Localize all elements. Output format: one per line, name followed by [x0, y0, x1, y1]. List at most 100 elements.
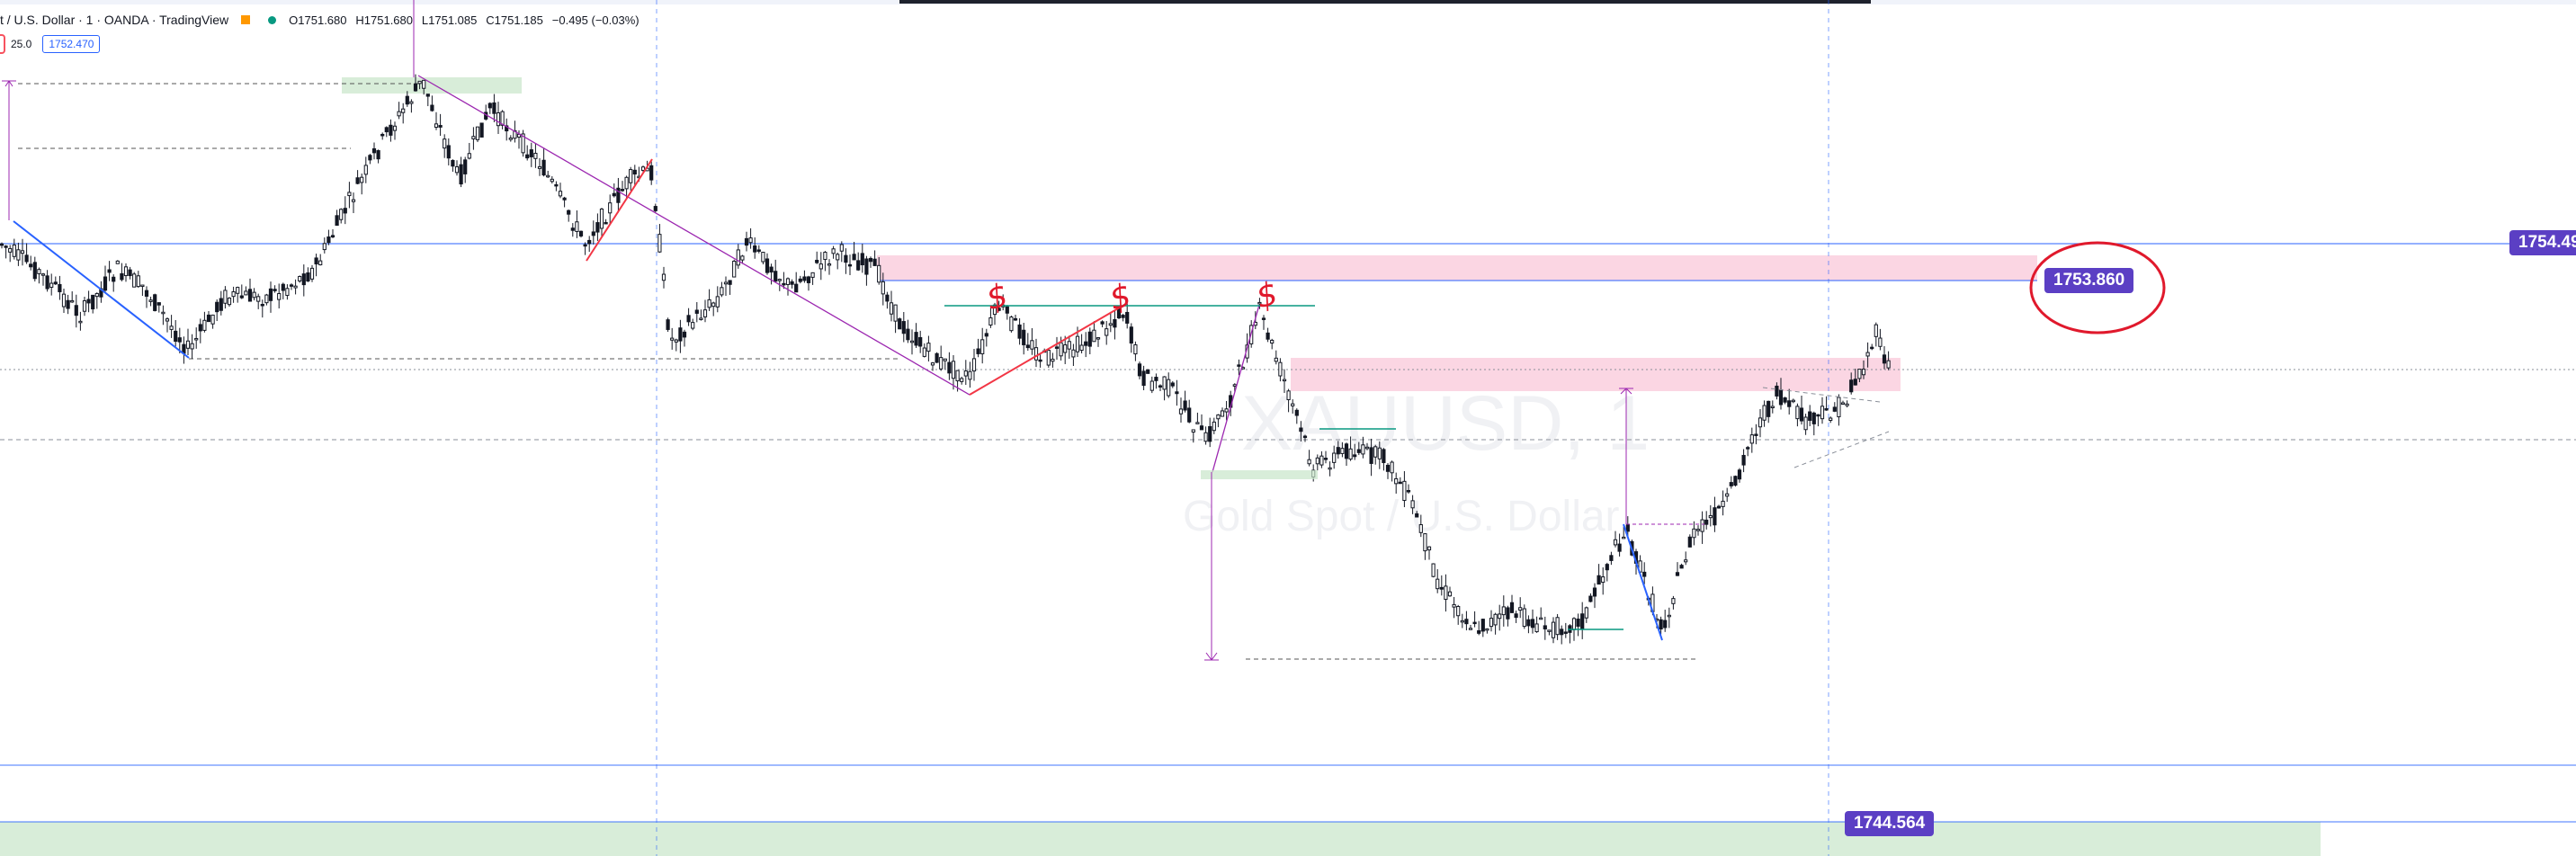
demand-zone-bottom[interactable] — [0, 822, 2321, 856]
candle-body — [612, 192, 616, 197]
trendline-purple-main[interactable] — [417, 75, 970, 396]
price-label-annotated[interactable]: 1753.860 — [2044, 268, 2134, 293]
candle-body — [1129, 326, 1133, 344]
candle-body — [608, 202, 613, 214]
candle-body — [1187, 407, 1192, 423]
candle-body — [1092, 329, 1096, 343]
candle-body — [322, 243, 326, 251]
candle-body — [1733, 476, 1738, 486]
ohlc-low: L1751.085 — [421, 13, 478, 27]
candle-body — [570, 227, 575, 231]
candle-body — [1737, 469, 1742, 480]
candle-body — [533, 152, 538, 159]
candle-body — [1167, 379, 1171, 397]
candle-body — [640, 166, 646, 171]
demand-zone-top[interactable] — [342, 77, 522, 94]
candle-body — [1845, 403, 1849, 406]
candle-body — [1811, 412, 1816, 424]
candle-body — [198, 324, 202, 332]
candle-body — [1133, 343, 1138, 355]
candle-body — [1820, 406, 1825, 420]
candle-body — [1423, 533, 1427, 552]
candle-body — [1749, 434, 1754, 444]
ohlc-high: H1751.680 — [355, 13, 414, 27]
candle-body — [1840, 402, 1846, 406]
candle-body — [1741, 454, 1746, 466]
candle-body — [554, 183, 559, 187]
candle-body — [389, 124, 393, 136]
candle-body — [190, 343, 194, 350]
green-mini-zone[interactable] — [1201, 470, 1318, 479]
candle-body — [906, 328, 910, 341]
candle-body — [1373, 446, 1378, 458]
candle-body — [881, 281, 885, 295]
trendline-blue-left[interactable] — [13, 220, 190, 359]
candle-body — [161, 311, 165, 315]
candle-body — [1084, 341, 1088, 346]
candle-body — [1336, 447, 1340, 455]
candle-body — [1158, 385, 1163, 388]
candle-body — [1695, 529, 1701, 531]
candle-body — [368, 155, 372, 161]
candle-body — [686, 315, 691, 323]
candle-body — [236, 287, 240, 294]
candle-body — [1183, 400, 1187, 411]
candle-body — [1613, 539, 1618, 546]
candle-body — [1692, 528, 1696, 539]
triangle-lower-line[interactable] — [1793, 431, 1890, 468]
candle-body — [1456, 606, 1461, 617]
candle-body — [1162, 376, 1167, 390]
candle-body — [244, 290, 248, 296]
candle-body — [409, 101, 414, 104]
candle-body — [1551, 621, 1556, 638]
candle-body — [1539, 617, 1543, 620]
trendline-purple-2[interactable] — [1212, 304, 1260, 473]
triangle-upper-line[interactable] — [1762, 387, 1881, 403]
candle-body — [355, 177, 360, 184]
candle-body — [1302, 435, 1308, 439]
candle-body — [1439, 586, 1444, 590]
candle-body — [777, 279, 782, 281]
candle-body — [318, 260, 323, 266]
top-window-bar — [0, 0, 2576, 4]
candle-body — [794, 283, 799, 293]
candle-body — [774, 271, 778, 282]
candle-body — [1410, 500, 1415, 509]
candle-body — [1377, 447, 1382, 459]
candle-body — [521, 133, 525, 154]
candle-body — [91, 294, 95, 310]
candle-body — [94, 292, 99, 298]
candle-body — [177, 337, 182, 343]
symbol-title[interactable]: t / U.S. Dollar · 1 · OANDA · TradingVie… — [0, 13, 229, 27]
supply-zone-lower[interactable] — [1291, 358, 1901, 391]
supply-zone-upper[interactable] — [877, 255, 2037, 281]
candle-body — [1853, 379, 1857, 386]
candle-body — [32, 262, 37, 280]
candle-body — [252, 291, 256, 299]
candle-body — [529, 149, 533, 157]
trendline-red-2[interactable] — [969, 304, 1125, 396]
candle-body — [736, 249, 740, 266]
candle-body — [1418, 524, 1423, 533]
candle-body — [306, 272, 310, 282]
measure-arrow-drop[interactable] — [1204, 472, 1219, 661]
measure-arrow-left[interactable] — [2, 80, 16, 220]
candle-body — [49, 282, 54, 288]
candle-body — [1067, 341, 1071, 350]
measure-arrow-rise[interactable] — [1619, 388, 1704, 525]
candle-body — [132, 273, 137, 288]
candle-body — [1882, 354, 1887, 364]
price-label-bottom[interactable]: 1744.564 — [1845, 811, 1935, 836]
candle-body — [732, 261, 737, 278]
candle-body — [1025, 344, 1030, 349]
candle-body — [513, 129, 517, 139]
trendline-blue-right[interactable] — [1623, 523, 1663, 641]
candle-body — [898, 318, 902, 330]
candle-body — [1009, 317, 1014, 332]
candle-body — [115, 260, 120, 264]
candle-body — [206, 314, 211, 323]
indicator-price-box[interactable]: 1752.470 — [42, 35, 101, 53]
price-label-right-axis[interactable]: 1754.49 — [2509, 230, 2576, 255]
trendline-red-1[interactable] — [586, 158, 653, 262]
